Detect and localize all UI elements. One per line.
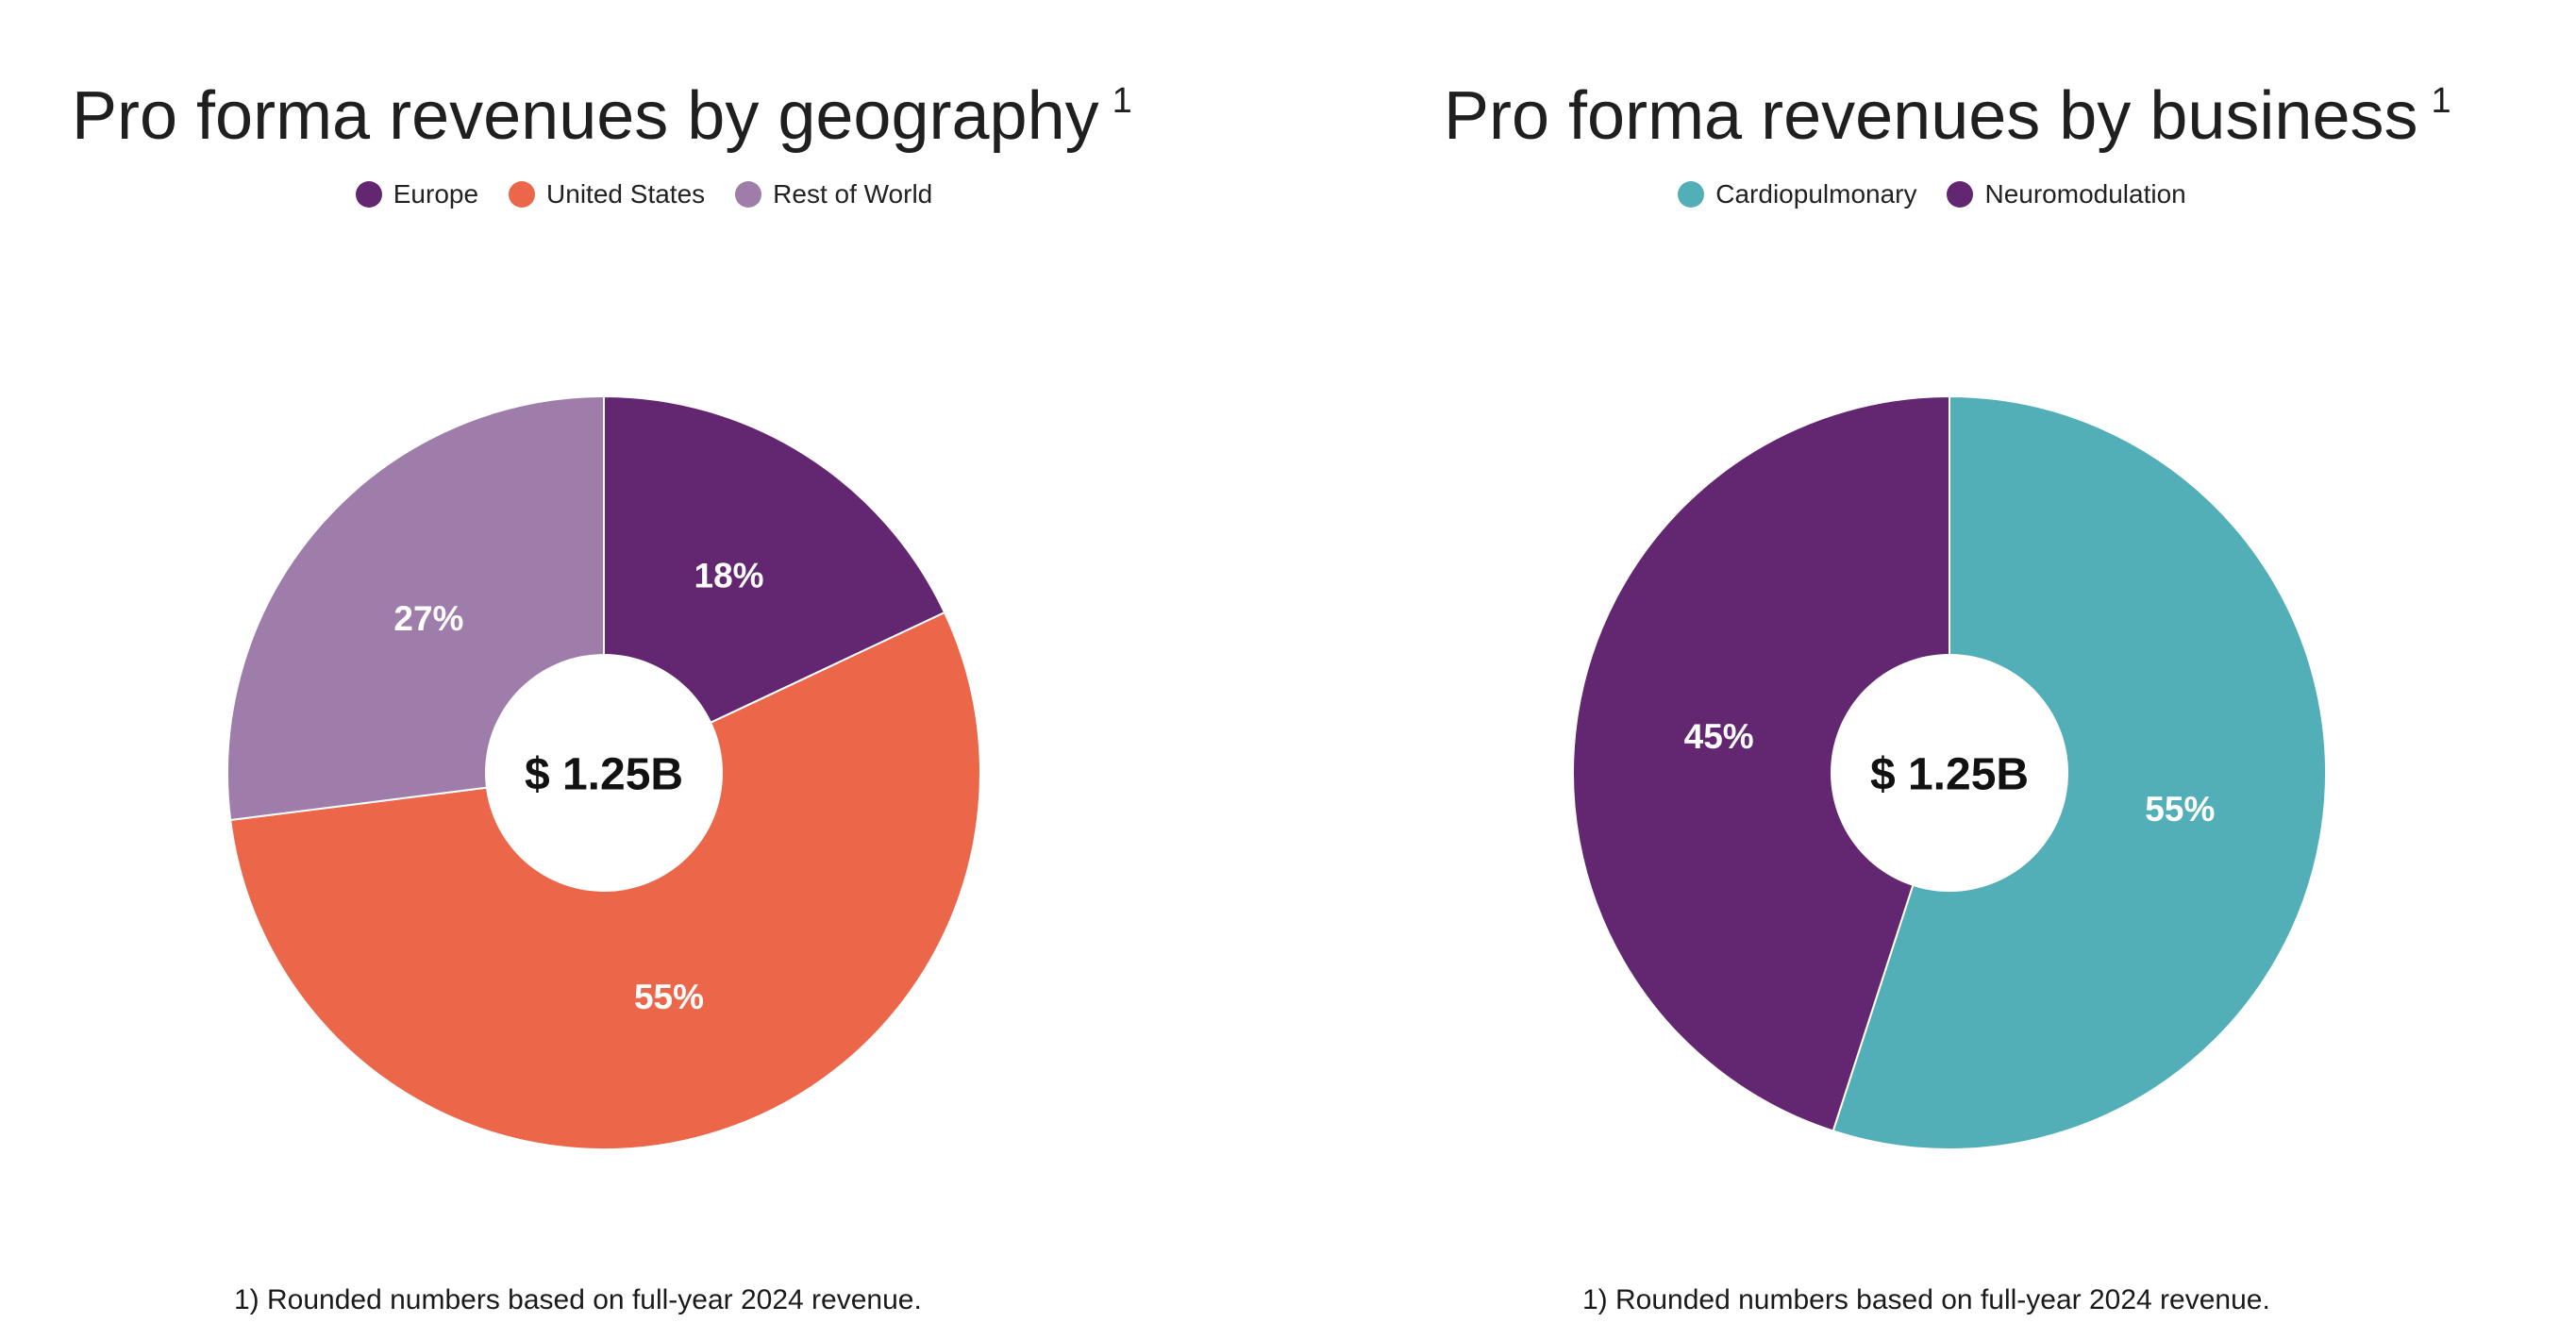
pie-slice-europe [603,394,946,775]
slice-labels: 55% 45% [1684,717,2216,829]
legend-swatch [1947,181,1974,208]
legend-item-rest-of-world: Rest of World [735,179,932,209]
slice-value-label-cardiopulmonary: 55% [2145,790,2215,829]
pie-slice-neuromodulation [1572,394,1950,1132]
legend-swatch [509,181,536,208]
slice-labels: 18% 55% 27% [393,557,763,1016]
chart-legend: Cardiopulmonary Neuromodulation [1288,176,2576,213]
donut-hole [485,654,723,892]
chart-title: Pro forma revenues by business 1 [1444,78,2451,154]
slice-value-label-rest-of-world: 27% [393,599,463,638]
chart-title: Pro forma revenues by geography 1 [72,78,1132,154]
business-donut-chart: 55% 45% $ 1.25B [1572,394,2327,1150]
legend-item-europe: Europe [355,179,479,209]
pie-slice-cardiopulmonary [1832,394,2327,1150]
legend-swatch [355,181,382,208]
slice-value-label-neuromodulation: 45% [1684,717,1754,756]
geography-chart-panel: Pro forma revenues by geography 1 Europe … [0,78,1288,1315]
title-footnote-marker: 1 [2431,81,2451,121]
donut-hole [1831,654,2068,892]
legend-item-neuromodulation: Neuromodulation [1947,179,2186,209]
legend-label: United States [546,179,706,209]
title-footnote-marker: 1 [1112,81,1132,121]
legend-label: Rest of World [773,179,933,209]
center-total-label: $ 1.25B [1870,750,2029,800]
legend-swatch [1678,181,1705,208]
slice-value-label-europe: 18% [694,557,764,595]
business-chart-panel: Pro forma revenues by business 1 Cardiopu… [1288,0,2576,1323]
slice-value-label-united-states: 55% [634,978,704,1016]
center-total-label: $ 1.25B [525,750,683,800]
footnote: 1) Rounded numbers based on full-year 20… [1582,1284,2270,1315]
legend-label: Europe [393,179,479,209]
legend-label: Neuromodulation [1984,179,2186,209]
legend-item-united-states: United States [509,179,705,209]
legend-swatch [735,181,762,208]
chart-legend: Europe United States Rest of World [0,176,1288,213]
geography-donut-chart: 18% 55% 27% $ 1.25B [226,394,981,1150]
legend-label: Cardiopulmonary [1715,179,1917,209]
footnote: 1) Rounded numbers based on full-year 20… [234,1284,922,1315]
legend-item-cardiopulmonary: Cardiopulmonary [1678,179,1916,209]
